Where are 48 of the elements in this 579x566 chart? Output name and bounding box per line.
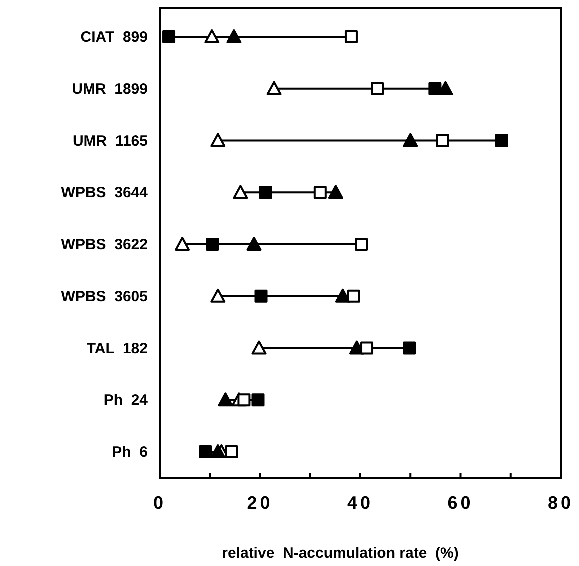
- y-tick-label: WPBS 3605: [61, 288, 148, 306]
- point: [206, 238, 220, 251]
- point: [495, 134, 508, 148]
- y-tick-label: Ph 24: [104, 392, 149, 410]
- point: [175, 237, 190, 251]
- y-tick-label: WPBS 3622: [61, 236, 148, 254]
- y-tick-label: CIAT 899: [80, 29, 148, 46]
- x-tick-label: 20: [247, 493, 274, 513]
- y-tick-label: UMR 1165: [72, 132, 148, 150]
- point: [335, 288, 350, 303]
- point: [314, 186, 327, 200]
- point: [162, 30, 176, 44]
- point: [218, 392, 234, 407]
- y-tick-label: TAL 182: [86, 340, 148, 358]
- point: [360, 342, 374, 355]
- point: [204, 30, 220, 44]
- point: [254, 290, 268, 303]
- point: [238, 394, 251, 407]
- x-tick-label: 40: [347, 493, 374, 513]
- y-tick-label: UMR 1899: [72, 80, 148, 98]
- point: [246, 237, 262, 251]
- x-tick-label: 0: [153, 493, 167, 513]
- point: [210, 133, 226, 148]
- point: [371, 82, 384, 96]
- point: [210, 288, 226, 303]
- point: [252, 340, 267, 355]
- point: [328, 185, 344, 200]
- point: [199, 446, 212, 458]
- point: [436, 134, 450, 148]
- point: [355, 238, 368, 251]
- point: [266, 81, 282, 96]
- x-axis-title: relative N-accumulation rate (%): [222, 545, 459, 562]
- point: [226, 30, 242, 44]
- point: [347, 290, 360, 303]
- point: [259, 186, 272, 200]
- x-tick-label: 60: [448, 493, 474, 513]
- point: [252, 394, 265, 407]
- point: [210, 444, 226, 458]
- x-tick-label: 80: [548, 493, 574, 513]
- point: [438, 81, 454, 96]
- y-tick-label: WPBS 3644: [61, 184, 149, 202]
- point: [233, 185, 248, 200]
- point: [344, 30, 358, 44]
- point: [225, 446, 238, 458]
- y-tick-label: Ph 6: [112, 444, 148, 461]
- point: [428, 82, 442, 96]
- point: [403, 342, 416, 355]
- point: [403, 133, 418, 148]
